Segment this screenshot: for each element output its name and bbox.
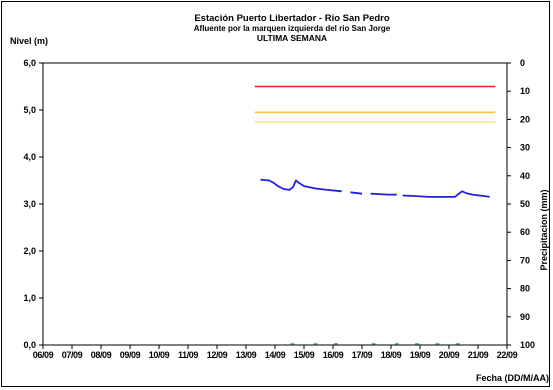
y2-tick-label: 100	[520, 340, 535, 350]
x-tick-label: 18/09	[381, 350, 402, 360]
x-tick-label: 15/09	[294, 350, 315, 360]
y-tick-label: 5,0	[23, 105, 36, 115]
y2-tick-label: 90	[520, 312, 530, 322]
level-series-line	[350, 191, 363, 195]
x-tick-label: 17/09	[352, 350, 373, 360]
x-tick-label: 20/09	[439, 350, 460, 360]
y-tick-label: 6,0	[23, 58, 36, 68]
y-tick-label: 0,0	[23, 340, 36, 350]
y-tick-label: 2,0	[23, 246, 36, 256]
x-tick-label: 12/09	[207, 350, 228, 360]
plot-area	[42, 62, 508, 346]
y2-tick-label: 20	[520, 114, 530, 124]
x-tick-label: 14/09	[265, 350, 286, 360]
y2-tick-label: 0	[520, 58, 525, 68]
x-tick-label: 21/09	[468, 350, 489, 360]
level-series-line	[402, 190, 490, 198]
y-tick-label: 4,0	[23, 152, 36, 162]
y2-axis-label: Precipitacion (mm)	[539, 189, 549, 270]
chart-subtitle-week: ULTIMA SEMANA	[257, 33, 327, 43]
y2-tick-label: 80	[520, 284, 530, 294]
level-series-line	[370, 192, 397, 196]
x-tick-label: 06/09	[33, 350, 54, 360]
chart-subtitle: Afluente por la marquen izquierda del ri…	[194, 24, 391, 33]
x-tick-label: 16/09	[323, 350, 344, 360]
y2-tick-label: 10	[520, 86, 530, 96]
x-tick-label: 08/09	[91, 350, 112, 360]
y2-tick-label: 50	[520, 199, 530, 209]
x-axis-label: Fecha (DD/M/AA)	[476, 373, 549, 383]
y-axis-label: Nivel (m)	[10, 36, 48, 46]
y2-tick-label: 60	[520, 227, 530, 237]
y-tick-label: 1,0	[23, 293, 36, 303]
x-tick-label: 09/09	[120, 350, 141, 360]
x-tick-label: 13/09	[236, 350, 257, 360]
y2-tick-label: 40	[520, 171, 530, 181]
x-tick-label: 11/09	[178, 350, 198, 360]
y2-tick-label: 30	[520, 143, 530, 153]
x-tick-label: 10/09	[149, 350, 170, 360]
x-tick-label: 19/09	[410, 350, 431, 360]
level-series-line	[260, 178, 342, 193]
x-tick-label: 22/09	[497, 350, 518, 360]
y2-tick-label: 70	[520, 255, 530, 265]
y-tick-label: 3,0	[23, 199, 36, 209]
x-tick-label: 07/09	[62, 350, 83, 360]
chart-title: Estación Puerto Libertador - Rio San Ped…	[194, 13, 390, 24]
